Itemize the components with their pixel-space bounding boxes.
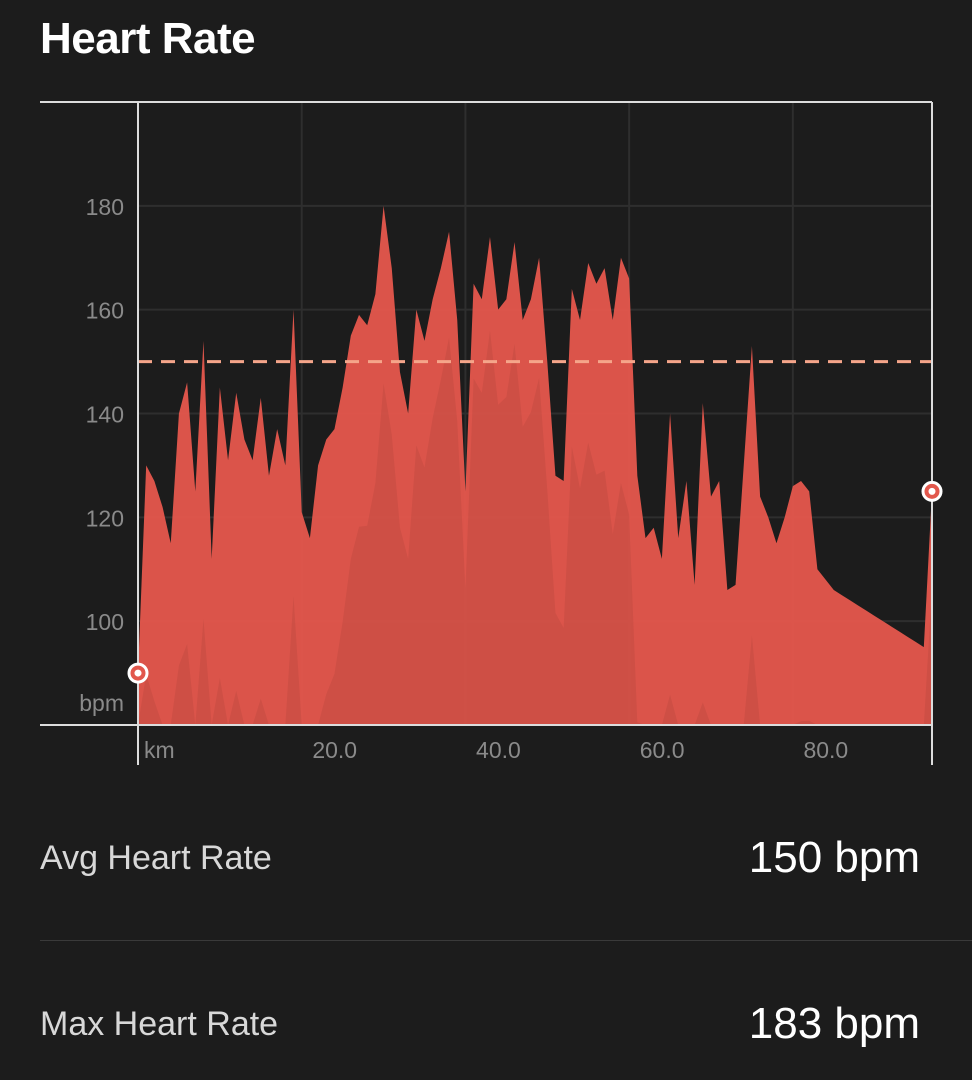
y-tick-label: 100 [86,609,124,635]
heart-rate-area-shade [138,330,932,725]
page-title: Heart Rate [40,14,256,63]
stats-divider [40,940,972,941]
x-tick-label: 20.0 [312,737,357,763]
x-axis-unit-label: km [144,737,175,763]
x-tick-label: 60.0 [640,737,685,763]
avg-heart-rate-value: 150 bpm [748,833,920,882]
max-heart-rate-value: 183 bpm [748,999,920,1048]
avg-heart-rate-label: Avg Heart Rate [40,839,272,877]
range-marker-dot [928,487,936,495]
y-tick-label: 160 [86,298,124,324]
range-marker-dot [134,669,142,677]
x-tick-label: 40.0 [476,737,521,763]
max-heart-rate-row: Max Heart Rate 183 bpm [40,984,920,1064]
axis-layer [40,101,933,765]
y-tick-label: 120 [86,505,124,531]
x-tick-label: 80.0 [803,737,848,763]
marker-layer [127,480,943,684]
y-tick-label: 180 [86,194,124,220]
area-layer [138,205,932,726]
max-heart-rate-label: Max Heart Rate [40,1005,279,1043]
avg-heart-rate-row: Avg Heart Rate 150 bpm [40,818,920,898]
y-tick-label: 140 [86,402,124,428]
heart-rate-area [138,205,932,726]
y-axis-unit-label: bpm [79,690,124,716]
